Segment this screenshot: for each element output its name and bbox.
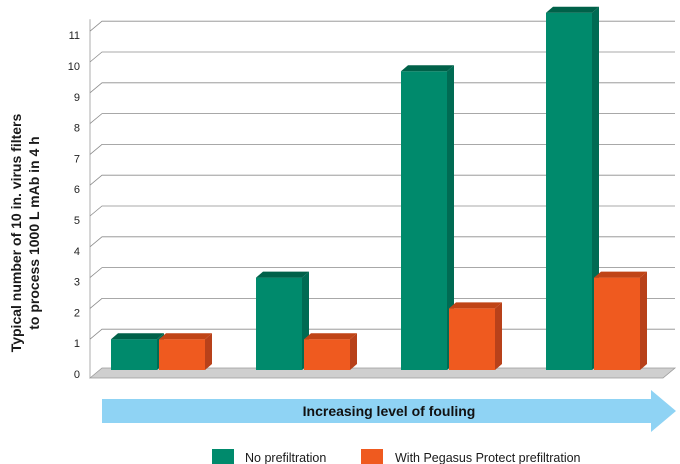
bar-front xyxy=(256,277,302,370)
bar xyxy=(159,333,212,370)
bar xyxy=(111,333,164,370)
bar xyxy=(449,302,502,370)
bar-front xyxy=(594,277,640,370)
legend-swatch-pegasus-protect xyxy=(361,449,383,464)
bar-front xyxy=(401,71,447,371)
bar-front xyxy=(546,12,592,370)
gridline xyxy=(89,236,675,248)
bar-top xyxy=(546,6,599,13)
bar xyxy=(546,6,599,370)
bar-side xyxy=(205,333,212,370)
bar xyxy=(594,271,647,370)
y-tick-label: 11 xyxy=(69,30,80,42)
y-tick-label: 2 xyxy=(74,307,80,319)
bars-layer xyxy=(111,6,647,371)
gridline xyxy=(89,267,675,278)
bar-top xyxy=(111,333,164,340)
bar-front xyxy=(159,339,205,370)
y-tick-label: 10 xyxy=(68,61,80,73)
bar xyxy=(256,271,309,370)
gridline xyxy=(89,143,675,155)
legend-label-pegasus-protect: With Pegasus Protect prefiltration xyxy=(395,451,581,464)
bar-side xyxy=(447,65,454,371)
legend-label-no-prefiltration: No prefiltration xyxy=(245,451,326,464)
bar-top xyxy=(304,333,357,340)
legend-swatch-no-prefiltration xyxy=(212,449,234,464)
y-tick-labels: 0 1 2 3 4 5 6 7 8 9 10 11 xyxy=(68,30,80,381)
bar-front xyxy=(111,339,157,370)
y-tick-label: 5 xyxy=(74,215,80,227)
gridline xyxy=(89,174,675,186)
y-tick-label: 8 xyxy=(74,123,80,135)
y-axis-label-line-1: Typical number of 10 in. virus filters xyxy=(8,114,24,353)
grid-layer xyxy=(88,19,677,379)
y-tick-label: 6 xyxy=(74,184,80,196)
y-axis-label-line-2: to process 1000 L mAb in 4 h xyxy=(26,136,42,329)
y-tick-label: 1 xyxy=(74,338,80,350)
fouling-arrow xyxy=(102,390,676,432)
bar xyxy=(401,65,454,371)
gridline xyxy=(89,20,675,32)
y-tick-label: 7 xyxy=(74,153,80,165)
bar-top xyxy=(594,271,647,278)
chart-floor xyxy=(88,367,677,379)
bar-top xyxy=(256,271,309,278)
y-tick-label: 0 xyxy=(74,369,80,381)
gridline xyxy=(89,51,675,63)
bar-top xyxy=(449,302,502,309)
gridline xyxy=(89,297,675,309)
y-tick-label: 4 xyxy=(74,246,80,258)
bar-side xyxy=(350,333,357,370)
legend: No prefiltration With Pegasus Protect pr… xyxy=(212,449,581,464)
y-tick-label: 3 xyxy=(74,277,80,289)
bar-side xyxy=(495,302,502,370)
bar-top xyxy=(159,333,212,340)
gridline xyxy=(89,113,675,124)
x-axis-label: Increasing level of fouling xyxy=(303,403,476,419)
gridline xyxy=(89,82,675,94)
gridline xyxy=(89,205,675,217)
bar-side xyxy=(640,271,647,370)
bar-top xyxy=(401,65,454,72)
bar-front xyxy=(304,339,350,370)
y-tick-label: 9 xyxy=(74,92,80,104)
bar-front xyxy=(449,308,495,370)
bar xyxy=(304,333,357,370)
